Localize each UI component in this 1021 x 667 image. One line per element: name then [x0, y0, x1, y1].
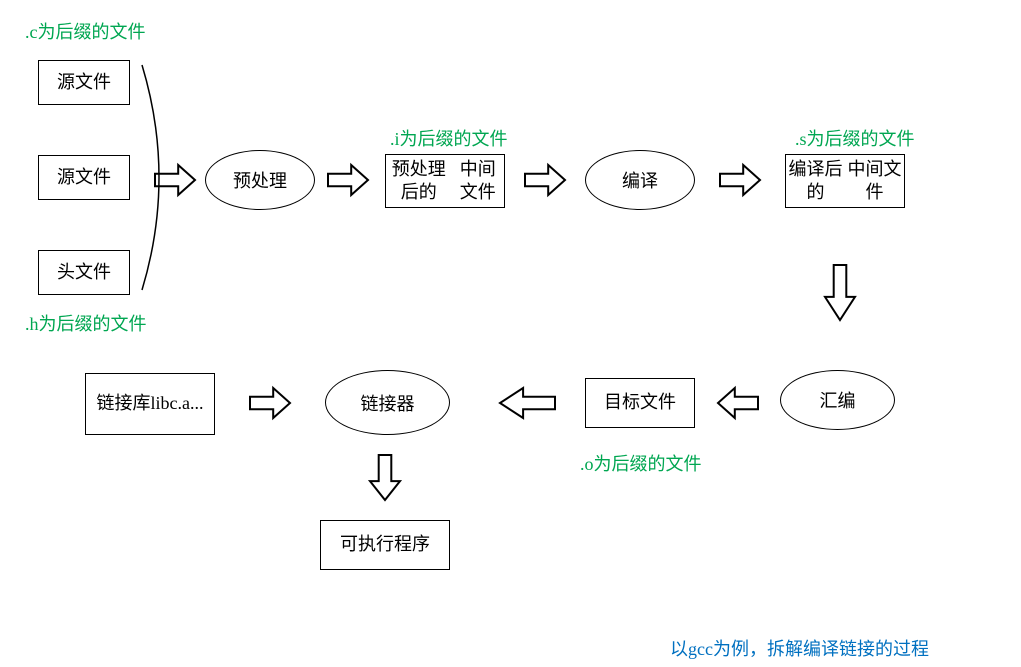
label-c: .c为后缀的文件: [25, 18, 146, 44]
node-src1: 源文件: [38, 60, 130, 105]
arrow-a9: [370, 455, 400, 500]
arrow-a3: [525, 165, 565, 195]
node-obj: 目标文件: [585, 378, 695, 428]
node-ifile: 预处理后的中间文件: [385, 154, 505, 208]
node-linker: 链接器: [325, 370, 450, 435]
label-i: .i为后缀的文件: [390, 125, 508, 151]
node-lib: 链接库libc.a...: [85, 373, 215, 435]
grouping-curve: [140, 65, 170, 290]
node-hdr: 头文件: [38, 250, 130, 295]
label-s: .s为后缀的文件: [795, 125, 915, 151]
arrow-a6: [718, 388, 758, 418]
node-src2: 源文件: [38, 155, 130, 200]
arrow-a5: [825, 265, 855, 320]
label-o: .o为后缀的文件: [580, 450, 702, 476]
node-sfile: 编译后的中间文件: [785, 154, 905, 208]
label-footer: 以gcc为例，拆解编译链接的过程: [670, 635, 929, 661]
node-exe: 可执行程序: [320, 520, 450, 570]
arrow-a8: [250, 388, 290, 418]
label-h: .h为后缀的文件: [25, 310, 147, 336]
arrow-a7: [500, 388, 555, 418]
diagram-canvas: .c为后缀的文件 .i为后缀的文件 .s为后缀的文件 .h为后缀的文件 .o为后缀的文件…: [0, 0, 1021, 667]
arrow-a2: [328, 165, 368, 195]
node-asm: 汇编: [780, 370, 895, 430]
node-compile: 编译: [585, 150, 695, 210]
arrow-a4: [720, 165, 760, 195]
node-preproc: 预处理: [205, 150, 315, 210]
